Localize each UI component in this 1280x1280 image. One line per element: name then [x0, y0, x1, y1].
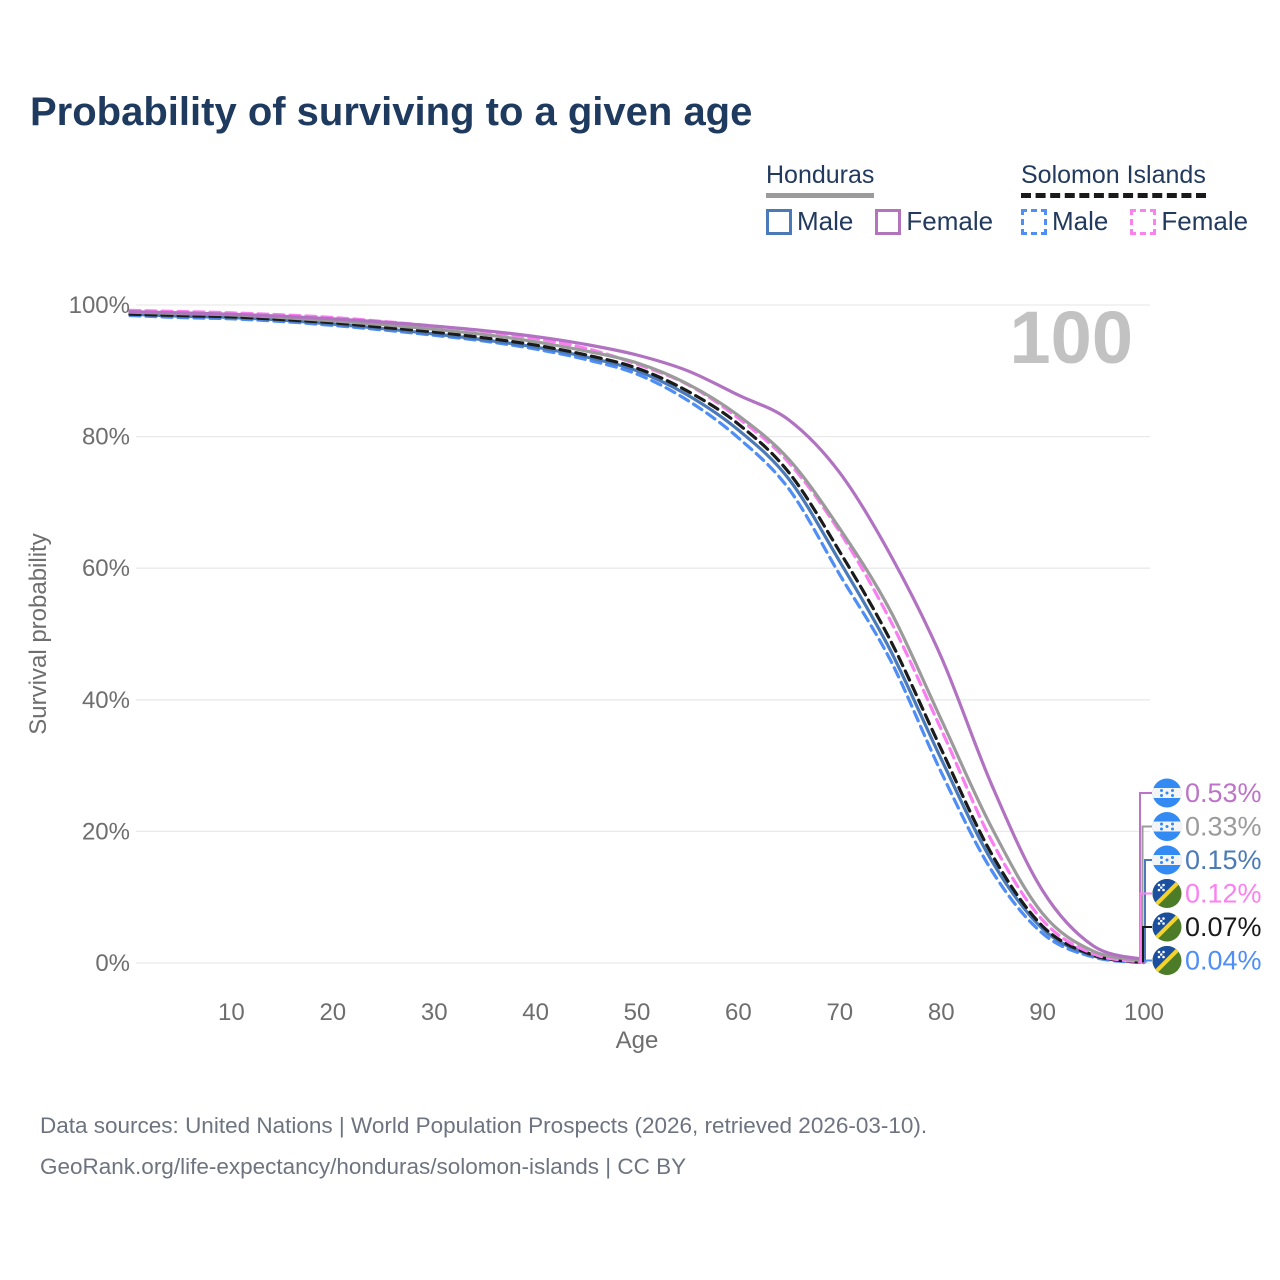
- honduras-flag-icon: [1152, 812, 1182, 842]
- legend-group-solomon-title: Solomon Islands: [1021, 161, 1206, 198]
- end-value-label: 0.53%: [1185, 778, 1262, 808]
- series-line-solomon-islands-both: [128, 312, 1146, 965]
- solomon-flag-icon: [1152, 946, 1182, 976]
- y-tick-label: 40%: [82, 687, 130, 714]
- honduras-flag-icon: [1152, 845, 1182, 875]
- x-tick-label: 20: [319, 999, 346, 1026]
- end-label-leader-lines: [1139, 792, 1152, 963]
- end-value-label: 0.12%: [1185, 879, 1262, 909]
- y-tick-label: 80%: [82, 424, 130, 451]
- x-axis-title: Age: [616, 1027, 659, 1054]
- end-value-label: 0.04%: [1185, 946, 1262, 976]
- legend-item-honduras-female[interactable]: Female: [875, 206, 993, 237]
- leader-line: [1144, 859, 1152, 962]
- survival-curves: [128, 308, 1146, 965]
- legend-group-solomon-islands: Solomon Islands Male Female: [1021, 161, 1270, 237]
- solomon-female-swatch-icon: [1130, 208, 1157, 235]
- x-tick-label: 70: [826, 999, 853, 1026]
- data-source-line2[interactable]: GeoRank.org/life-expectancy/honduras/sol…: [40, 1153, 687, 1179]
- series-line-honduras-male: [128, 312, 1146, 964]
- x-tick-label: 90: [1029, 999, 1056, 1026]
- x-tick-label: 80: [928, 999, 955, 1026]
- end-value-label: 0.07%: [1185, 912, 1262, 942]
- leader-line: [1142, 926, 1152, 963]
- x-tick-label: 60: [725, 999, 752, 1026]
- y-tick-label: 100%: [69, 292, 130, 319]
- x-tick-label: 50: [624, 999, 651, 1026]
- y-axis-tick-labels: 0% 20% 40% 60% 80% 100%: [69, 292, 130, 977]
- leader-line: [1139, 892, 1152, 963]
- leader-line: [1141, 825, 1152, 961]
- legend-item-label: Female: [1161, 206, 1249, 236]
- x-axis-tick-labels: 10 20 30 40 50 60 70 80 90 100: [218, 999, 1164, 1026]
- x-tick-label: 40: [522, 999, 549, 1026]
- data-source-line1: Data sources: United Nations | World Pop…: [40, 1113, 928, 1138]
- x-tick-label: 30: [421, 999, 448, 1026]
- series-line-honduras-female: [128, 310, 1146, 962]
- series-line-solomon-islands-male: [128, 313, 1146, 965]
- data-source-note: Data sources: United Nations | World Pop…: [40, 1106, 927, 1187]
- leader-line: [1144, 959, 1152, 963]
- honduras-flag-icon: [1152, 778, 1182, 808]
- series-line-honduras-both: [128, 310, 1146, 963]
- solomon-flag-icon: [1152, 912, 1182, 942]
- page-title: Probability of surviving to a given age: [30, 90, 753, 134]
- legend-item-label: Male: [1052, 206, 1109, 236]
- end-value-labels: 0.53% 0.33%0.15% 0.12%0.07% 0.04%: [1152, 778, 1262, 976]
- honduras-male-swatch-icon: [766, 208, 792, 235]
- legend-item-solomon-female[interactable]: Female: [1130, 206, 1248, 237]
- legend-group-honduras-title: Honduras: [766, 161, 875, 198]
- y-tick-label: 60%: [82, 555, 130, 582]
- age-counter-watermark: 100: [1010, 296, 1133, 379]
- end-value-label: 0.15%: [1185, 845, 1262, 875]
- solomon-male-swatch-icon: [1021, 208, 1047, 235]
- legend-item-label: Male: [797, 206, 854, 236]
- series-line-solomon-islands-female: [128, 308, 1146, 964]
- legend-item-honduras-male[interactable]: Male: [766, 206, 853, 237]
- honduras-female-swatch-icon: [875, 208, 902, 235]
- y-tick-label: 20%: [82, 818, 130, 845]
- legend-group-honduras: Honduras Male Female: [766, 161, 1015, 237]
- legend-item-solomon-male[interactable]: Male: [1021, 206, 1108, 237]
- x-tick-label: 100: [1124, 999, 1164, 1026]
- y-tick-label: 0%: [95, 950, 130, 977]
- legend-item-label: Female: [906, 206, 994, 236]
- end-value-label: 0.33%: [1185, 812, 1262, 842]
- x-tick-label: 10: [218, 999, 245, 1026]
- solomon-flag-icon: [1152, 879, 1182, 909]
- y-axis-title: Survival probability: [25, 533, 52, 734]
